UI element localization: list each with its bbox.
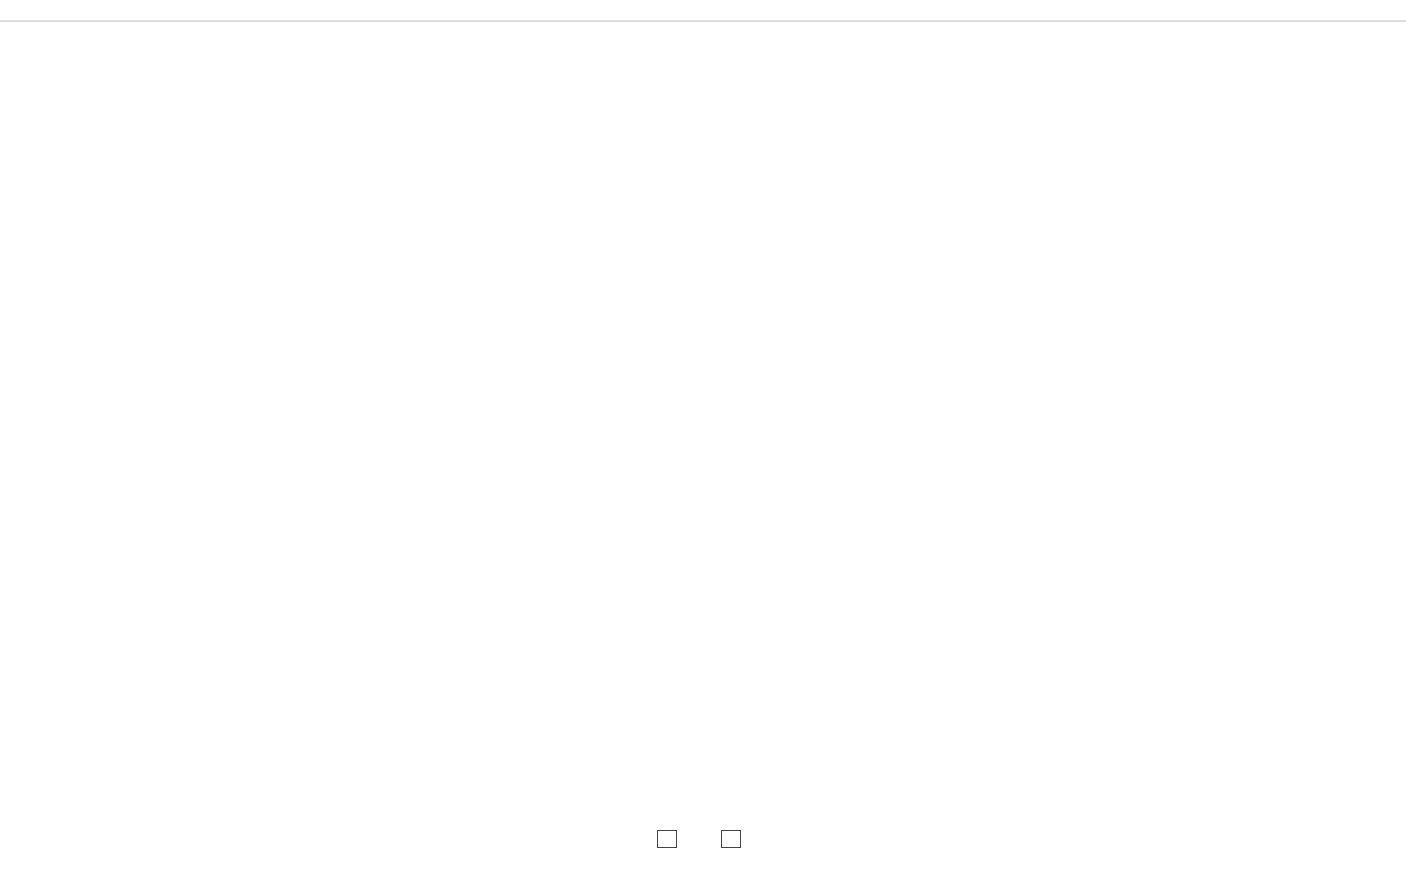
legend-swatch-series1 — [657, 830, 677, 848]
scatter-plot — [50, 22, 350, 172]
chart-container — [0, 22, 1406, 852]
chart-header — [0, 0, 1406, 22]
legend-swatch-series2 — [721, 830, 741, 848]
legend-item-series2 — [721, 830, 749, 848]
legend-item-series1 — [657, 830, 685, 848]
legend — [0, 830, 1406, 848]
